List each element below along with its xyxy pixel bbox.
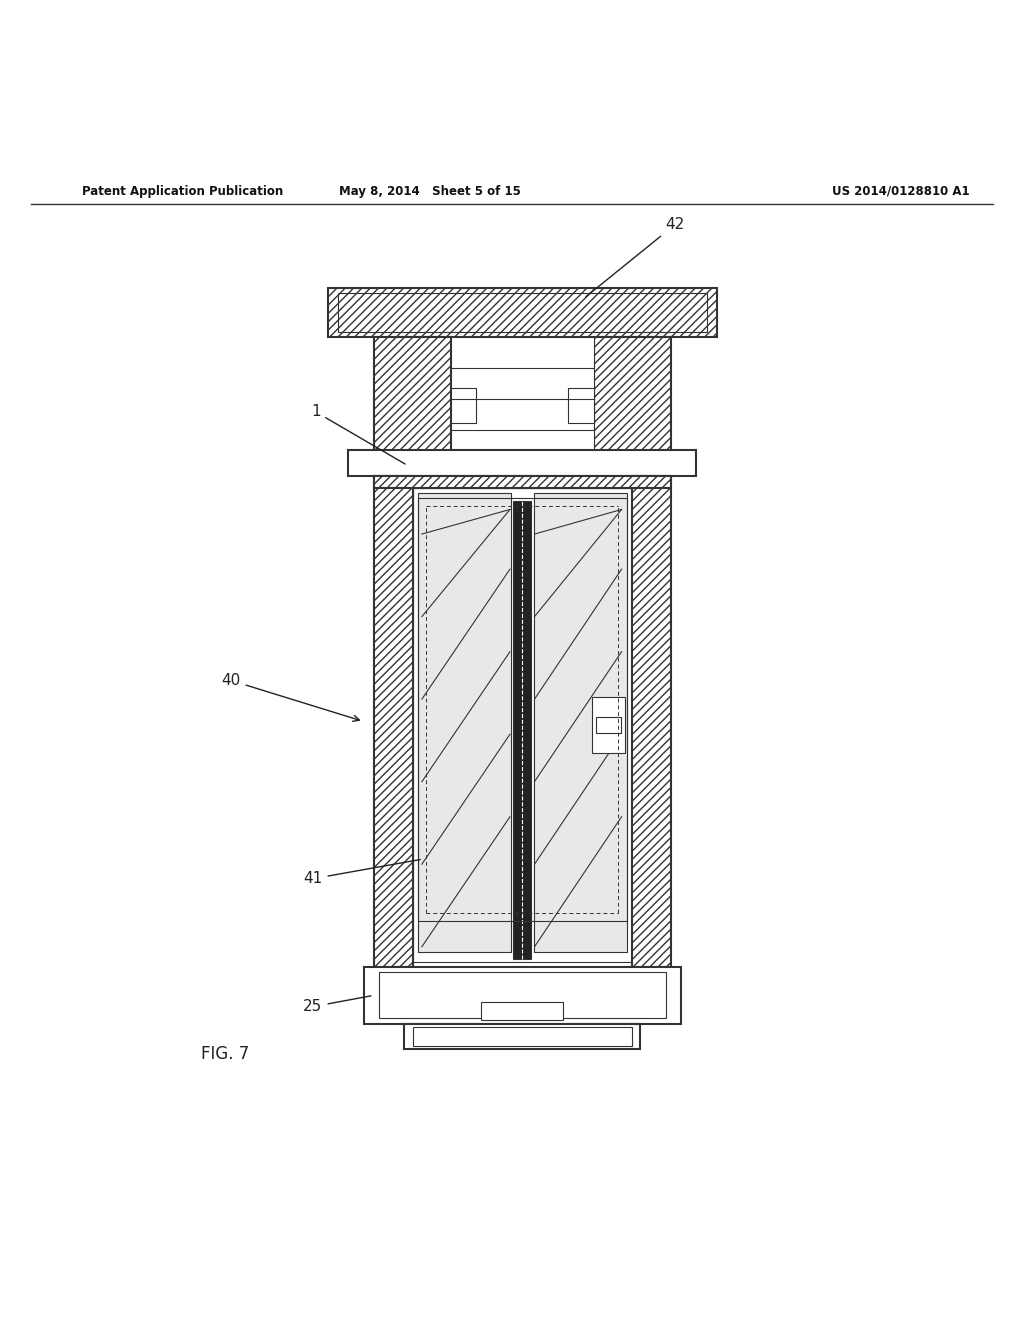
Bar xyxy=(379,973,666,1019)
Bar xyxy=(364,968,681,1023)
Bar xyxy=(568,388,594,424)
Bar xyxy=(513,502,531,960)
Text: May 8, 2014   Sheet 5 of 15: May 8, 2014 Sheet 5 of 15 xyxy=(339,185,521,198)
Bar xyxy=(451,338,594,461)
Text: 1: 1 xyxy=(311,404,406,465)
Text: 40: 40 xyxy=(221,673,359,721)
Bar xyxy=(328,288,717,338)
Bar xyxy=(413,488,632,962)
Bar xyxy=(632,475,671,968)
Bar xyxy=(534,494,627,952)
Text: Patent Application Publication: Patent Application Publication xyxy=(82,185,284,198)
Bar xyxy=(451,388,476,424)
Text: FIG. 7: FIG. 7 xyxy=(201,1045,250,1063)
Bar xyxy=(596,717,621,734)
Bar xyxy=(348,450,696,475)
Text: US 2014/0128810 A1: US 2014/0128810 A1 xyxy=(833,185,970,198)
Bar xyxy=(592,697,625,754)
Bar xyxy=(481,1002,563,1020)
Text: 41: 41 xyxy=(303,859,420,886)
Bar xyxy=(594,338,671,461)
Bar xyxy=(374,475,671,488)
Bar xyxy=(413,1027,632,1045)
Bar xyxy=(374,338,451,461)
Bar xyxy=(374,475,413,968)
Text: 42: 42 xyxy=(586,216,685,297)
Bar xyxy=(418,498,627,921)
Bar xyxy=(404,1023,640,1049)
Bar xyxy=(418,494,511,952)
Text: 25: 25 xyxy=(303,995,371,1014)
Bar xyxy=(338,293,707,333)
